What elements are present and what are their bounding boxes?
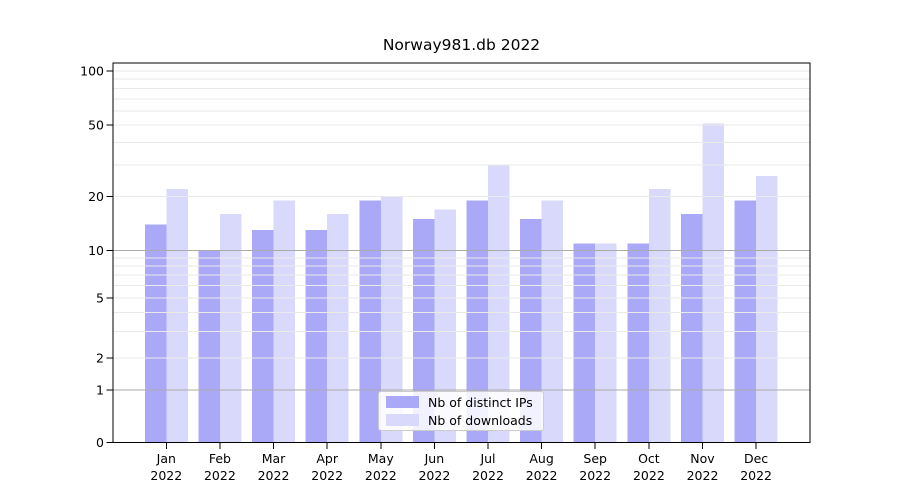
bar-downloads-sep xyxy=(595,243,617,443)
x-tick-label-month: Jul xyxy=(479,451,495,466)
x-tick-label-month: Jan xyxy=(156,451,176,466)
bar-distinct-ips-may xyxy=(359,200,381,443)
y-tick-label: 1 xyxy=(96,382,104,397)
x-tick-label-month: Jun xyxy=(424,451,445,466)
y-tick-label: 10 xyxy=(88,243,104,258)
y-tick-label: 50 xyxy=(88,117,104,132)
x-tick-label-year: 2022 xyxy=(150,468,182,483)
y-tick-label: 5 xyxy=(96,290,104,305)
legend-swatch-downloads xyxy=(386,414,419,426)
x-tick-label-year: 2022 xyxy=(204,468,236,483)
y-tick-label: 20 xyxy=(88,189,104,204)
x-tick-label-month: Apr xyxy=(316,451,338,466)
chart-title: Norway981.db 2022 xyxy=(382,36,541,54)
bar-downloads-jan xyxy=(166,189,188,443)
bar-distinct-ips-mar xyxy=(252,230,274,443)
bar-distinct-ips-dec xyxy=(734,200,757,443)
x-tick-label-month: Oct xyxy=(638,451,660,466)
x-tick-label-year: 2022 xyxy=(472,468,504,483)
bar-distinct-ips-jul xyxy=(466,200,488,443)
bar-downloads-aug xyxy=(541,200,564,443)
x-tick-label-year: 2022 xyxy=(526,468,558,483)
y-tick-label: 2 xyxy=(96,350,104,365)
bar-distinct-ips-nov xyxy=(681,214,703,443)
bar-downloads-apr xyxy=(327,214,349,443)
bar-downloads-oct xyxy=(648,189,671,443)
plot-border xyxy=(112,62,811,443)
bar-downloads-mar xyxy=(273,200,295,443)
x-tick-label-year: 2022 xyxy=(311,468,343,483)
x-tick-label-year: 2022 xyxy=(418,468,450,483)
x-tick-label-month: Dec xyxy=(744,451,768,466)
x-tick-label-month: Sep xyxy=(583,451,607,466)
x-tick-label-month: Mar xyxy=(262,451,286,466)
x-tick-label-year: 2022 xyxy=(740,468,772,483)
x-tick-label-year: 2022 xyxy=(687,468,719,483)
bar-downloads-nov xyxy=(702,123,724,443)
x-tick-label-month: Feb xyxy=(209,451,231,466)
legend-label-distinct-ips: Nb of distinct IPs xyxy=(428,394,533,410)
legend-label-downloads: Nb of downloads xyxy=(428,412,533,428)
bar-distinct-ips-feb xyxy=(198,250,220,443)
legend: Nb of distinct IPs Nb of downloads xyxy=(378,391,544,431)
bar-downloads-jun xyxy=(434,209,456,443)
bar-downloads-feb xyxy=(219,214,242,443)
bar-distinct-ips-oct xyxy=(627,243,649,443)
legend-item-distinct-ips: Nb of distinct IPs xyxy=(386,395,543,410)
x-tick-label-year: 2022 xyxy=(633,468,665,483)
bar-distinct-ips-sep xyxy=(573,243,596,443)
x-tick-label-year: 2022 xyxy=(258,468,290,483)
bar-downloads-jul xyxy=(488,165,510,443)
x-tick-label-year: 2022 xyxy=(365,468,397,483)
y-tick-label: 100 xyxy=(80,63,104,78)
bar-downloads-dec xyxy=(756,176,778,443)
x-tick-label-month: Nov xyxy=(690,451,715,466)
legend-item-downloads: Nb of downloads xyxy=(386,413,543,428)
x-tick-label-year: 2022 xyxy=(579,468,611,483)
x-tick-label-month: Aug xyxy=(529,451,553,466)
bar-distinct-ips-jan xyxy=(144,224,167,443)
x-tick-label-month: May xyxy=(368,451,394,466)
legend-swatch-distinct-ips xyxy=(386,396,419,408)
y-tick-label: 0 xyxy=(96,435,104,450)
bar-distinct-ips-apr xyxy=(305,230,328,443)
